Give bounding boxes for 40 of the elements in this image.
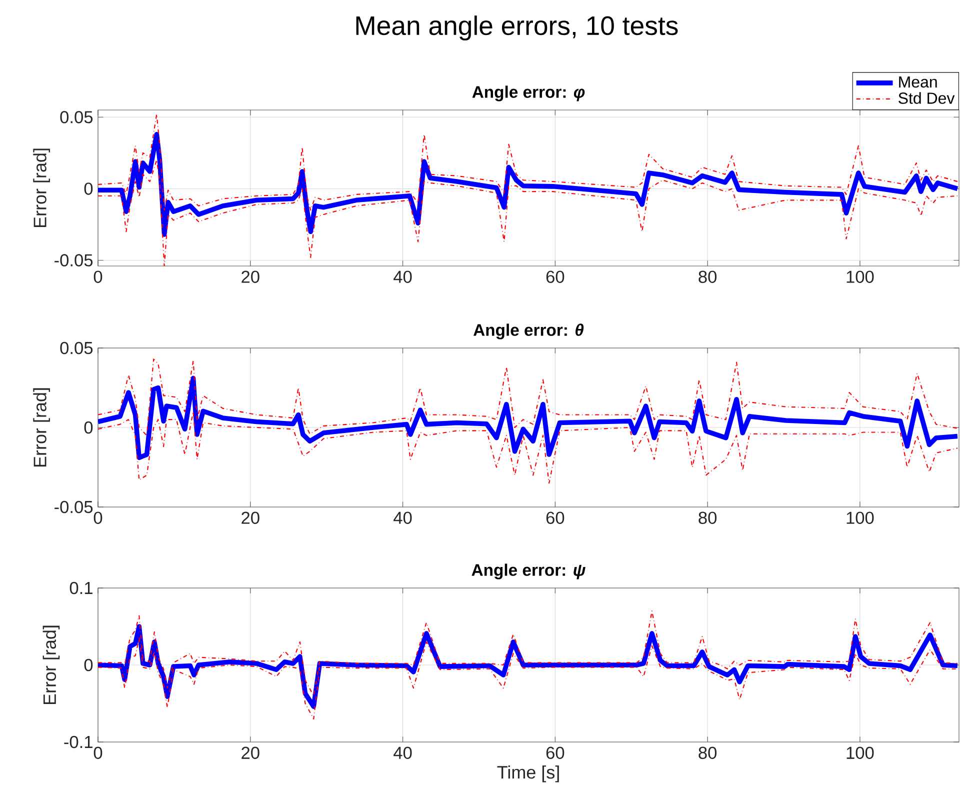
line-series (98, 376, 960, 460)
y-tick-label: 0.05 (60, 111, 93, 124)
y-tick-label: -0.05 (54, 500, 93, 514)
x-tick-label: 40 (394, 270, 412, 283)
x-tick-label: 60 (546, 746, 564, 759)
legend-label: Mean (899, 76, 937, 88)
line-series (98, 358, 958, 436)
chart-title: Mean angle errors, 10 tests (356, 16, 678, 40)
line-series (98, 132, 960, 237)
x-tick-label: 60 (546, 270, 564, 283)
x-tick-label: 0 (94, 746, 102, 759)
x-tick-label: 60 (546, 512, 564, 524)
y-tick-label: -0.1 (64, 736, 92, 748)
chart-subtitle: Angle error: ψ (472, 564, 586, 580)
y-tick-label: -0.05 (54, 254, 93, 266)
y-tick-label: 0 (84, 421, 93, 434)
x-tick-label: 20 (242, 270, 260, 283)
y-tick-label: 0.05 (60, 342, 93, 354)
x-tick-label: 100 (846, 270, 874, 283)
x-tick-label: 80 (698, 512, 717, 524)
y-axis-title: Error [rad] (33, 148, 50, 228)
y-tick-label: 0 (84, 658, 93, 672)
x-tick-label: 80 (698, 746, 717, 759)
x-tick-label: 40 (394, 512, 412, 524)
y-tick-label: 0.1 (70, 582, 92, 594)
y-axis-title: Error [rad] (42, 626, 60, 704)
x-tick-label: 100 (846, 512, 874, 524)
x-tick-label: 20 (242, 512, 260, 524)
x-axis-title: Time [s] (497, 765, 559, 782)
x-tick-label: 100 (846, 746, 874, 759)
x-tick-label: 80 (698, 270, 717, 283)
x-tick-label: 0 (94, 512, 102, 524)
chart-subtitle: Angle error: θ (473, 324, 584, 340)
y-tick-label: 0 (84, 182, 93, 195)
x-tick-label: 20 (242, 746, 260, 759)
x-tick-label: 0 (94, 270, 102, 283)
x-tick-label: 40 (394, 746, 412, 759)
y-axis-title: Error [rad] (33, 388, 50, 467)
chart-subtitle: Angle error: φ (472, 86, 585, 102)
legend-label: Std Dev (898, 92, 955, 104)
